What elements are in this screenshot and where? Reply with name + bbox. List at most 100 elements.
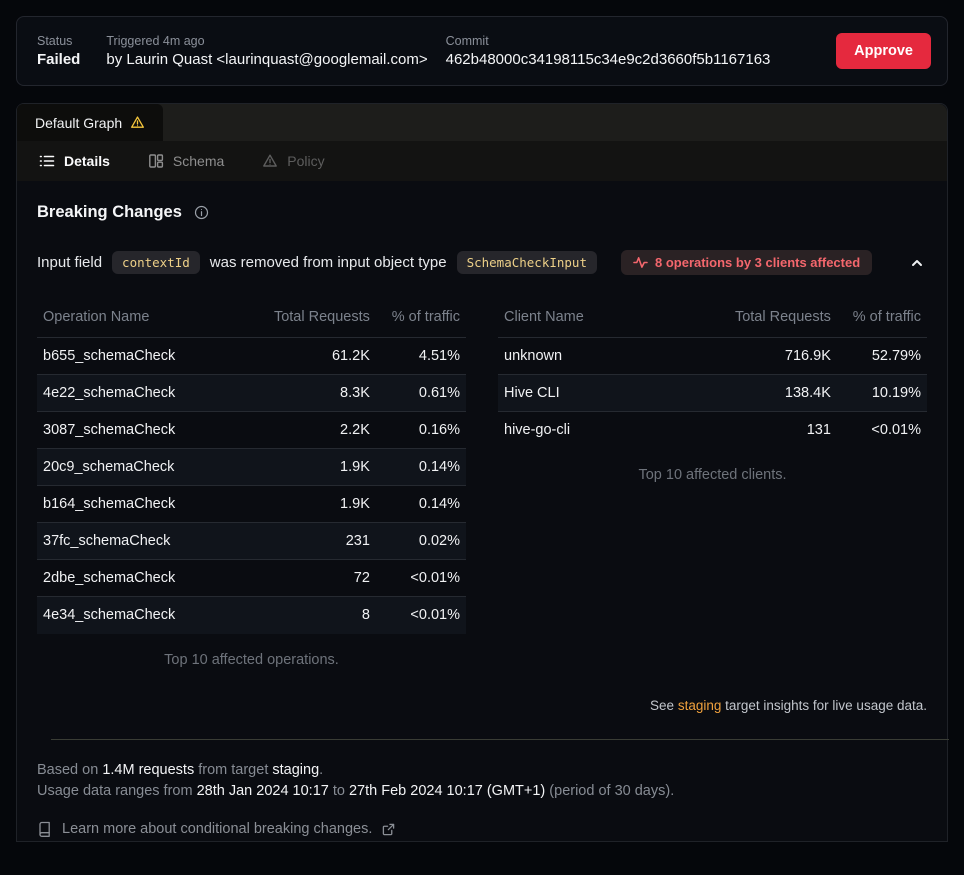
operation-link[interactable]: 2dbe_schemaCheck <box>43 570 176 586</box>
change-text-middle: was removed from input object type <box>209 254 447 271</box>
clients-header-row: Client Name Total Requests % of traffic <box>498 301 927 338</box>
graph-warning-icon <box>130 115 145 130</box>
operations-caption: Top 10 affected operations. <box>164 651 339 668</box>
operation-link[interactable]: b164_schemaCheck <box>43 496 176 512</box>
range-line: Usage data ranges from 28th Jan 2024 10:… <box>37 781 927 802</box>
tab-policy[interactable]: Policy <box>262 153 325 169</box>
status-value: Failed <box>37 51 81 68</box>
traffic-cell: 0.61% <box>418 385 460 401</box>
requests-cell: 2.2K <box>340 422 370 438</box>
traffic-cell: 0.16% <box>418 422 460 438</box>
col-total-requests: Total Requests <box>273 309 370 325</box>
insights-note: See staging target insights for live usa… <box>37 698 927 713</box>
traffic-cell: 10.19% <box>871 385 921 401</box>
traffic-cell: <0.01% <box>410 570 460 586</box>
client-name-cell: Hive CLI <box>504 385 560 401</box>
collapse-chevron-up-icon[interactable] <box>907 253 927 273</box>
operations-table-block: Operation Name Total Requests % of traff… <box>37 301 466 668</box>
from-target-text: from target <box>198 761 269 778</box>
traffic-cell: <0.01% <box>410 607 460 624</box>
range-suffix: (period of 30 days). <box>549 782 675 799</box>
table-row: 4e22_schemaCheck 8.3K 0.61% <box>37 374 466 412</box>
change-text-prefix: Input field <box>37 254 103 271</box>
col-total-requests: Total Requests <box>734 309 831 325</box>
tab-default-graph[interactable]: Default Graph <box>17 104 164 141</box>
list-icon <box>39 153 55 169</box>
clients-table: Client Name Total Requests % of traffic … <box>498 301 927 449</box>
col-client-name: Client Name <box>504 309 584 325</box>
tab-details[interactable]: Details <box>39 153 110 169</box>
triggered-author: by Laurin Quast <laurinquast@googlemail.… <box>106 51 428 68</box>
table-row: 37fc_schemaCheck 231 0.02% <box>37 522 466 560</box>
target-name: staging <box>272 761 320 778</box>
table-row: Hive CLI 138.4K 10.19% <box>498 374 927 412</box>
tab-schema-label: Schema <box>172 153 225 169</box>
requests-cell: 131 <box>806 422 831 439</box>
affected-operations-badge[interactable]: 8 operations by 3 clients affected <box>620 250 873 275</box>
clients-caption: Top 10 affected clients. <box>638 466 787 483</box>
client-name-cell: hive-go-cli <box>504 422 571 439</box>
field-code-pill: contextId <box>112 251 200 274</box>
operation-link[interactable]: b655_schemaCheck <box>43 348 176 364</box>
table-row: 2dbe_schemaCheck 72 <0.01% <box>37 559 466 597</box>
requests-cell: 61.2K <box>331 348 370 364</box>
insights-suffix: target insights for live usage data. <box>725 697 927 713</box>
requests-cell: 716.9K <box>784 348 831 364</box>
table-row: 20c9_schemaCheck 1.9K 0.14% <box>37 448 466 486</box>
operation-link[interactable]: 4e34_schemaCheck <box>43 607 176 624</box>
range-end-date: 27th Feb 2024 10:17 (GMT+1) <box>348 782 546 799</box>
based-suffix: . <box>319 761 324 778</box>
status-group: Status Failed <box>37 34 80 68</box>
traffic-cell: 0.14% <box>418 496 460 512</box>
range-start-date: 28th Jan 2024 10:17 <box>196 782 329 799</box>
col-pct-traffic: % of traffic <box>391 309 460 325</box>
requests-cell: 1.9K <box>340 496 370 512</box>
requests-cell: 138.4K <box>784 385 831 401</box>
operation-link[interactable]: 20c9_schemaCheck <box>43 459 175 475</box>
requests-cell: 72 <box>353 570 370 586</box>
table-row: hive-go-cli 131 <0.01% <box>498 411 927 449</box>
operation-link[interactable]: 4e22_schemaCheck <box>43 385 176 401</box>
tab-policy-label: Policy <box>287 153 325 169</box>
operations-table: Operation Name Total Requests % of traff… <box>37 301 466 634</box>
table-row: 4e34_schemaCheck 8 <0.01% <box>37 596 466 634</box>
table-row: unknown 716.9K 52.79% <box>498 337 927 375</box>
tab-schema[interactable]: Schema <box>148 153 224 169</box>
requests-cell: 1.9K <box>340 459 370 475</box>
book-icon <box>37 821 52 837</box>
commit-label: Commit <box>445 34 489 48</box>
staging-target-link[interactable]: staging <box>677 697 722 713</box>
operation-link[interactable]: 3087_schemaCheck <box>43 422 176 438</box>
policy-warning-icon <box>262 153 278 169</box>
table-row: 3087_schemaCheck 2.2K 0.16% <box>37 411 466 449</box>
table-row: b655_schemaCheck 61.2K 4.51% <box>37 337 466 375</box>
status-label: Status <box>37 34 73 48</box>
learn-more-link[interactable]: Learn more about conditional breaking ch… <box>37 819 927 840</box>
range-prefix: Usage data ranges from <box>37 782 193 799</box>
insights-prefix: See <box>650 697 675 713</box>
info-icon[interactable] <box>194 205 209 220</box>
traffic-cell: 52.79% <box>871 348 921 364</box>
client-name-cell: unknown <box>504 348 563 364</box>
based-on-line: Based on 1.4M requests from target stagi… <box>37 760 927 781</box>
traffic-cell: <0.01% <box>871 422 921 439</box>
traffic-cell: 0.02% <box>418 533 460 549</box>
external-link-icon <box>382 823 395 836</box>
type-code-pill: SchemaCheckInput <box>456 251 597 274</box>
col-pct-traffic: % of traffic <box>852 309 921 325</box>
traffic-cell: 0.14% <box>418 459 460 475</box>
table-row: b164_schemaCheck 1.9K 0.14% <box>37 485 466 523</box>
details-content: Breaking Changes Input field contextId w… <box>17 181 949 740</box>
check-summary-card: Status Failed Triggered 4m ago by Laurin… <box>16 16 948 86</box>
usage-footer: Based on 1.4M requests from target stagi… <box>17 740 947 840</box>
requests-cell: 8.3K <box>340 385 370 401</box>
based-prefix: Based on <box>37 761 99 778</box>
operation-link[interactable]: 37fc_schemaCheck <box>43 533 171 549</box>
range-to-text: to <box>332 782 345 799</box>
breaking-change-row: Input field contextId was removed from i… <box>37 250 927 275</box>
schema-check-panel: Default Graph Details <box>16 103 949 842</box>
approve-button[interactable]: Approve <box>836 33 931 69</box>
col-operation-name: Operation Name <box>43 309 150 325</box>
activity-pulse-icon <box>633 256 648 269</box>
operations-header-row: Operation Name Total Requests % of traff… <box>37 301 466 338</box>
